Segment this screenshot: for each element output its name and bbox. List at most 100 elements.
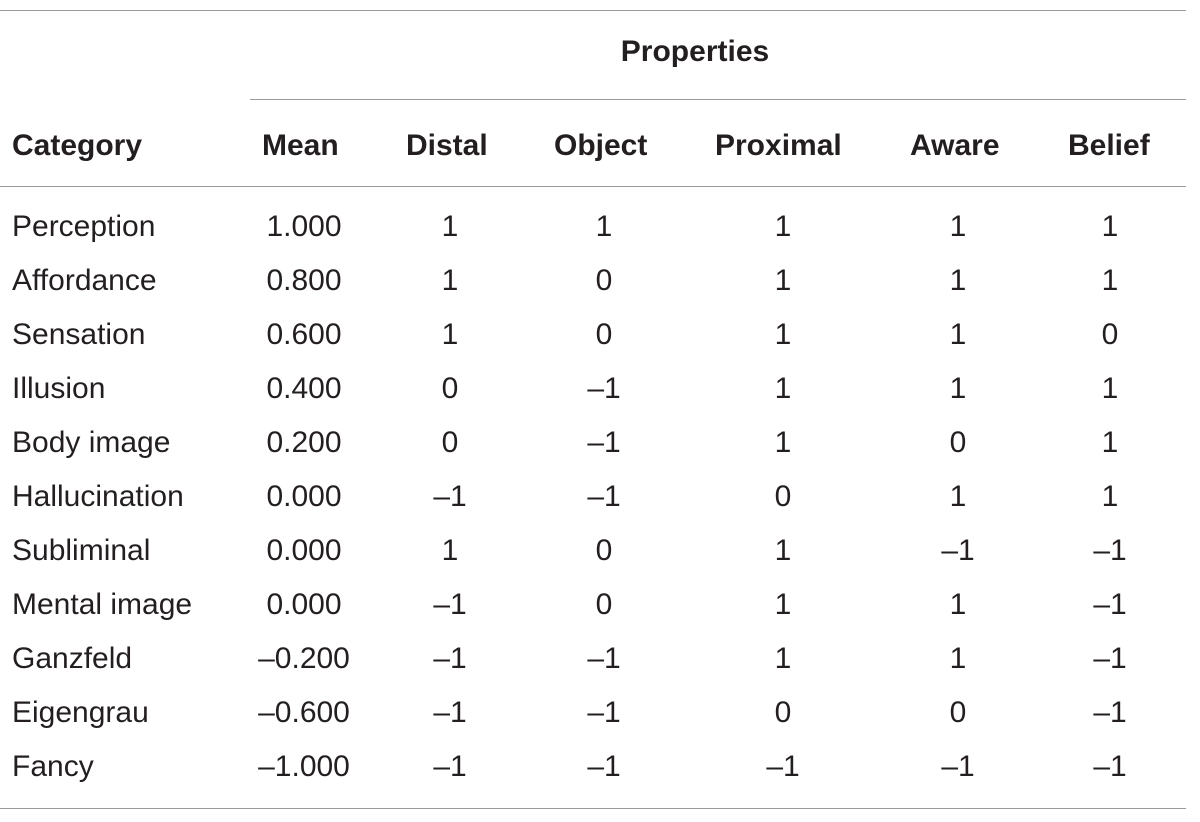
cell-belief: –1 xyxy=(1093,642,1127,675)
cell-object: –1 xyxy=(587,642,621,675)
cell-object: –1 xyxy=(587,372,621,405)
cell-belief: 1 xyxy=(1101,264,1119,297)
cell-belief: 1 xyxy=(1101,426,1119,459)
cell-distal: –1 xyxy=(433,750,467,783)
cell-object: –1 xyxy=(587,480,621,513)
cell-mean: 0.200 xyxy=(266,426,342,459)
cell-proximal: 1 xyxy=(774,588,792,621)
cell-proximal: 1 xyxy=(774,426,792,459)
cell-proximal: 1 xyxy=(774,264,792,297)
cell-aware: 1 xyxy=(949,210,967,243)
cell-belief: 1 xyxy=(1101,480,1119,513)
cell-aware: 0 xyxy=(949,426,967,459)
table-row: Mental image 0.000 –1 0 1 1 –1 xyxy=(0,578,1200,632)
cell-aware: –1 xyxy=(941,534,975,567)
cell-mean: 0.800 xyxy=(266,264,342,297)
top-rule xyxy=(0,10,1186,11)
cell-category: Affordance xyxy=(12,264,157,297)
cell-proximal: 1 xyxy=(774,642,792,675)
cell-proximal: –1 xyxy=(766,750,800,783)
table-row: Sensation 0.600 1 0 1 1 0 xyxy=(0,308,1200,362)
cell-mean: 0.000 xyxy=(266,588,342,621)
cell-aware: 1 xyxy=(949,264,967,297)
table-row: Perception 1.000 1 1 1 1 1 xyxy=(0,200,1200,254)
cell-category: Ganzfeld xyxy=(12,642,133,675)
table-row: Hallucination 0.000 –1 –1 0 1 1 xyxy=(0,470,1200,524)
table-row: Subliminal 0.000 1 0 1 –1 –1 xyxy=(0,524,1200,578)
cell-distal: –1 xyxy=(433,642,467,675)
cell-proximal: 1 xyxy=(774,318,792,351)
col-header-category: Category xyxy=(12,129,143,162)
cell-category: Sensation xyxy=(12,318,146,351)
header-rule xyxy=(0,186,1186,187)
cell-distal: –1 xyxy=(433,696,467,729)
cell-belief: –1 xyxy=(1093,696,1127,729)
cell-aware: 1 xyxy=(949,588,967,621)
cell-distal: 1 xyxy=(441,264,459,297)
table-row: Body image 0.200 0 –1 1 0 1 xyxy=(0,416,1200,470)
cell-aware: 1 xyxy=(949,318,967,351)
cell-object: 0 xyxy=(595,588,613,621)
cell-object: 0 xyxy=(595,318,613,351)
cell-aware: 0 xyxy=(949,696,967,729)
cell-distal: 0 xyxy=(441,372,459,405)
cell-belief: –1 xyxy=(1093,588,1127,621)
cell-mean: –0.600 xyxy=(258,696,350,729)
cell-mean: 0.400 xyxy=(266,372,342,405)
col-header-proximal: Proximal xyxy=(715,129,842,162)
col-header-mean: Mean xyxy=(262,129,339,162)
cell-proximal: 1 xyxy=(774,372,792,405)
cell-distal: –1 xyxy=(433,588,467,621)
cell-mean: 0.600 xyxy=(266,318,342,351)
group-header-properties: Properties xyxy=(620,35,770,68)
cell-mean: 0.000 xyxy=(266,480,342,513)
cell-aware: 1 xyxy=(949,372,967,405)
table-row: Fancy –1.000 –1 –1 –1 –1 –1 xyxy=(0,740,1200,794)
cell-category: Eigengrau xyxy=(12,696,149,729)
cell-aware: 1 xyxy=(949,480,967,513)
col-header-aware: Aware xyxy=(910,129,1000,162)
cell-aware: –1 xyxy=(941,750,975,783)
cell-mean: –0.200 xyxy=(258,642,350,675)
bottom-rule xyxy=(0,808,1186,809)
cell-distal: –1 xyxy=(433,480,467,513)
col-header-object: Object xyxy=(554,129,648,162)
cell-belief: 0 xyxy=(1101,318,1119,351)
cell-category: Subliminal xyxy=(12,534,151,567)
cell-proximal: 1 xyxy=(774,534,792,567)
cell-distal: 1 xyxy=(441,210,459,243)
cell-mean: 0.000 xyxy=(266,534,342,567)
cell-category: Fancy xyxy=(12,750,94,783)
cell-distal: 1 xyxy=(441,318,459,351)
group-header-rule xyxy=(250,99,1186,100)
table-row: Affordance 0.800 1 0 1 1 1 xyxy=(0,254,1200,308)
cell-belief: –1 xyxy=(1093,750,1127,783)
cell-object: 0 xyxy=(595,264,613,297)
table-row: Illusion 0.400 0 –1 1 1 1 xyxy=(0,362,1200,416)
cell-object: –1 xyxy=(587,750,621,783)
cell-aware: 1 xyxy=(949,642,967,675)
cell-object: 1 xyxy=(595,210,613,243)
cell-distal: 0 xyxy=(441,426,459,459)
cell-proximal: 0 xyxy=(774,696,792,729)
cell-category: Hallucination xyxy=(12,480,184,513)
cell-object: –1 xyxy=(587,696,621,729)
table-row: Eigengrau –0.600 –1 –1 0 0 –1 xyxy=(0,686,1200,740)
cell-belief: –1 xyxy=(1093,534,1127,567)
cell-category: Perception xyxy=(12,210,156,243)
cell-object: –1 xyxy=(587,426,621,459)
cell-category: Body image xyxy=(12,426,171,459)
cell-proximal: 0 xyxy=(774,480,792,513)
cell-proximal: 1 xyxy=(774,210,792,243)
col-header-distal: Distal xyxy=(406,129,488,162)
cell-category: Illusion xyxy=(12,372,106,405)
cell-mean: 1.000 xyxy=(266,210,342,243)
cell-object: 0 xyxy=(595,534,613,567)
cell-belief: 1 xyxy=(1101,372,1119,405)
cell-distal: 1 xyxy=(441,534,459,567)
table-row: Ganzfeld –0.200 –1 –1 1 1 –1 xyxy=(0,632,1200,686)
cell-belief: 1 xyxy=(1101,210,1119,243)
col-header-belief: Belief xyxy=(1068,129,1150,162)
cell-category: Mental image xyxy=(12,588,193,621)
